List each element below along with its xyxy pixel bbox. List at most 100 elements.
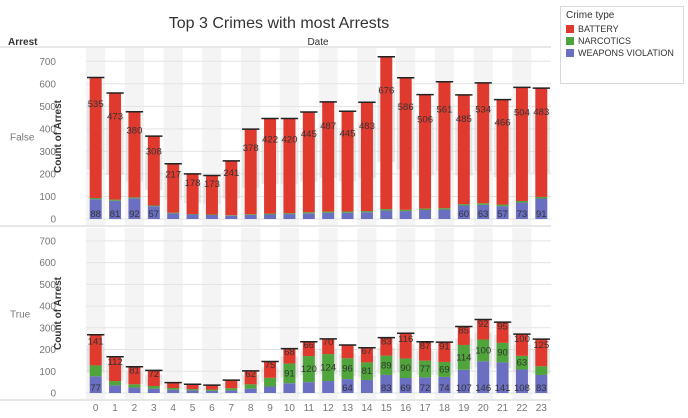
bar-weapons-violation xyxy=(225,390,238,393)
data-label: 217 xyxy=(165,170,181,181)
data-label: 89 xyxy=(381,360,392,371)
x-tick-label: 7 xyxy=(229,403,235,414)
column-dimension-header: Date xyxy=(307,37,329,48)
bar-battery xyxy=(205,175,218,215)
x-tick-label: 15 xyxy=(381,403,393,414)
data-label: 77 xyxy=(420,364,431,375)
bar-weapons-violation xyxy=(515,202,528,219)
y-tick-label: 0 xyxy=(50,389,56,400)
bar-weapons-violation xyxy=(147,388,160,393)
bar-narcotics xyxy=(535,196,548,199)
bar-narcotics xyxy=(109,381,122,386)
bar-narcotics xyxy=(205,389,218,391)
bar-battery xyxy=(128,366,141,385)
bar-battery xyxy=(128,111,141,198)
y-tick-label: 100 xyxy=(39,367,56,378)
bar-battery xyxy=(264,361,277,378)
bar-weapons-violation xyxy=(496,206,509,219)
column-band xyxy=(144,228,164,399)
data-label: 83 xyxy=(536,383,547,394)
data-label: 81 xyxy=(362,366,373,377)
bar-narcotics xyxy=(438,361,451,377)
bar-battery xyxy=(186,173,199,215)
bar-battery xyxy=(264,118,277,214)
data-label: 487 xyxy=(320,121,336,132)
x-tick-label: 12 xyxy=(323,403,335,414)
data-label: 112 xyxy=(107,357,122,368)
data-label: 75 xyxy=(265,360,276,371)
data-label: 173 xyxy=(204,179,220,190)
bar-battery xyxy=(535,88,548,197)
bar-narcotics xyxy=(419,208,432,210)
bar-narcotics xyxy=(128,384,141,388)
bar-narcotics xyxy=(380,355,393,375)
bar-battery xyxy=(89,77,102,199)
bar-weapons-violation xyxy=(496,362,509,393)
x-tick-label: 21 xyxy=(497,403,509,414)
bar-narcotics xyxy=(147,386,160,389)
data-label: 62 xyxy=(245,369,256,380)
y-tick-label: 600 xyxy=(39,79,56,90)
bar-battery xyxy=(535,339,548,367)
bar-battery xyxy=(322,101,335,212)
bar-narcotics xyxy=(477,203,490,205)
data-label: 74 xyxy=(439,383,450,394)
column-band xyxy=(260,228,280,399)
bar-battery xyxy=(457,326,470,345)
data-label: 445 xyxy=(340,128,356,139)
bar-weapons-violation xyxy=(438,376,451,393)
y-tick-label: 300 xyxy=(39,323,56,334)
data-label: 83 xyxy=(381,383,392,394)
x-tick-label: 17 xyxy=(420,403,432,414)
data-label: 241 xyxy=(223,168,239,179)
data-label: 57 xyxy=(497,209,508,220)
bar-battery xyxy=(515,87,528,201)
bar-narcotics xyxy=(399,209,412,212)
data-label: 85 xyxy=(459,326,470,337)
bar-weapons-violation xyxy=(535,374,548,393)
y-tick-label: 0 xyxy=(50,215,56,226)
data-label: 69 xyxy=(400,383,411,394)
legend[interactable]: Crime type BATTERY NARCOTICS WEAPONS VIO… xyxy=(560,6,684,84)
bar-battery xyxy=(341,344,354,359)
bar-weapons-violation xyxy=(167,389,180,393)
bar-weapons-violation xyxy=(109,200,122,219)
data-label: 380 xyxy=(127,126,143,137)
data-label: 535 xyxy=(88,99,104,110)
legend-item-narcotics[interactable]: NARCOTICS xyxy=(561,35,683,47)
bar-narcotics xyxy=(399,358,412,379)
bar-battery xyxy=(89,334,102,366)
bar-weapons-violation xyxy=(225,215,238,219)
bar-narcotics xyxy=(186,389,199,391)
bar-narcotics xyxy=(515,200,528,203)
bar-weapons-violation xyxy=(205,214,218,219)
bar-narcotics xyxy=(167,388,180,390)
y-tick-label: 600 xyxy=(39,258,56,269)
data-label: 72 xyxy=(420,383,431,394)
data-label: 420 xyxy=(282,134,298,145)
bar-narcotics xyxy=(360,211,373,213)
legend-item-battery[interactable]: BATTERY xyxy=(561,23,683,35)
data-label: 146 xyxy=(475,383,491,394)
bar-narcotics xyxy=(477,339,490,362)
column-band xyxy=(163,228,183,399)
data-label: 445 xyxy=(301,129,317,140)
data-label: 77 xyxy=(90,383,101,394)
bar-weapons-violation xyxy=(302,213,315,219)
y-tick-label: 200 xyxy=(39,345,56,356)
bar-weapons-violation xyxy=(341,212,354,219)
data-label: 534 xyxy=(475,104,491,115)
bar-narcotics xyxy=(244,384,257,389)
bar-narcotics xyxy=(438,208,451,210)
y-tick-label: 500 xyxy=(39,102,56,113)
bar-narcotics xyxy=(341,358,354,380)
x-tick-label: 2 xyxy=(132,403,138,414)
row-dimension-header: Arrest xyxy=(8,37,38,48)
bar-weapons-violation xyxy=(283,383,296,393)
data-label: 422 xyxy=(262,134,278,145)
legend-item-weapons-violation[interactable]: WEAPONS VIOLATION xyxy=(561,47,683,59)
y-tick-label: 100 xyxy=(39,192,56,203)
bar-battery xyxy=(225,380,238,389)
data-label: 90 xyxy=(400,363,411,374)
